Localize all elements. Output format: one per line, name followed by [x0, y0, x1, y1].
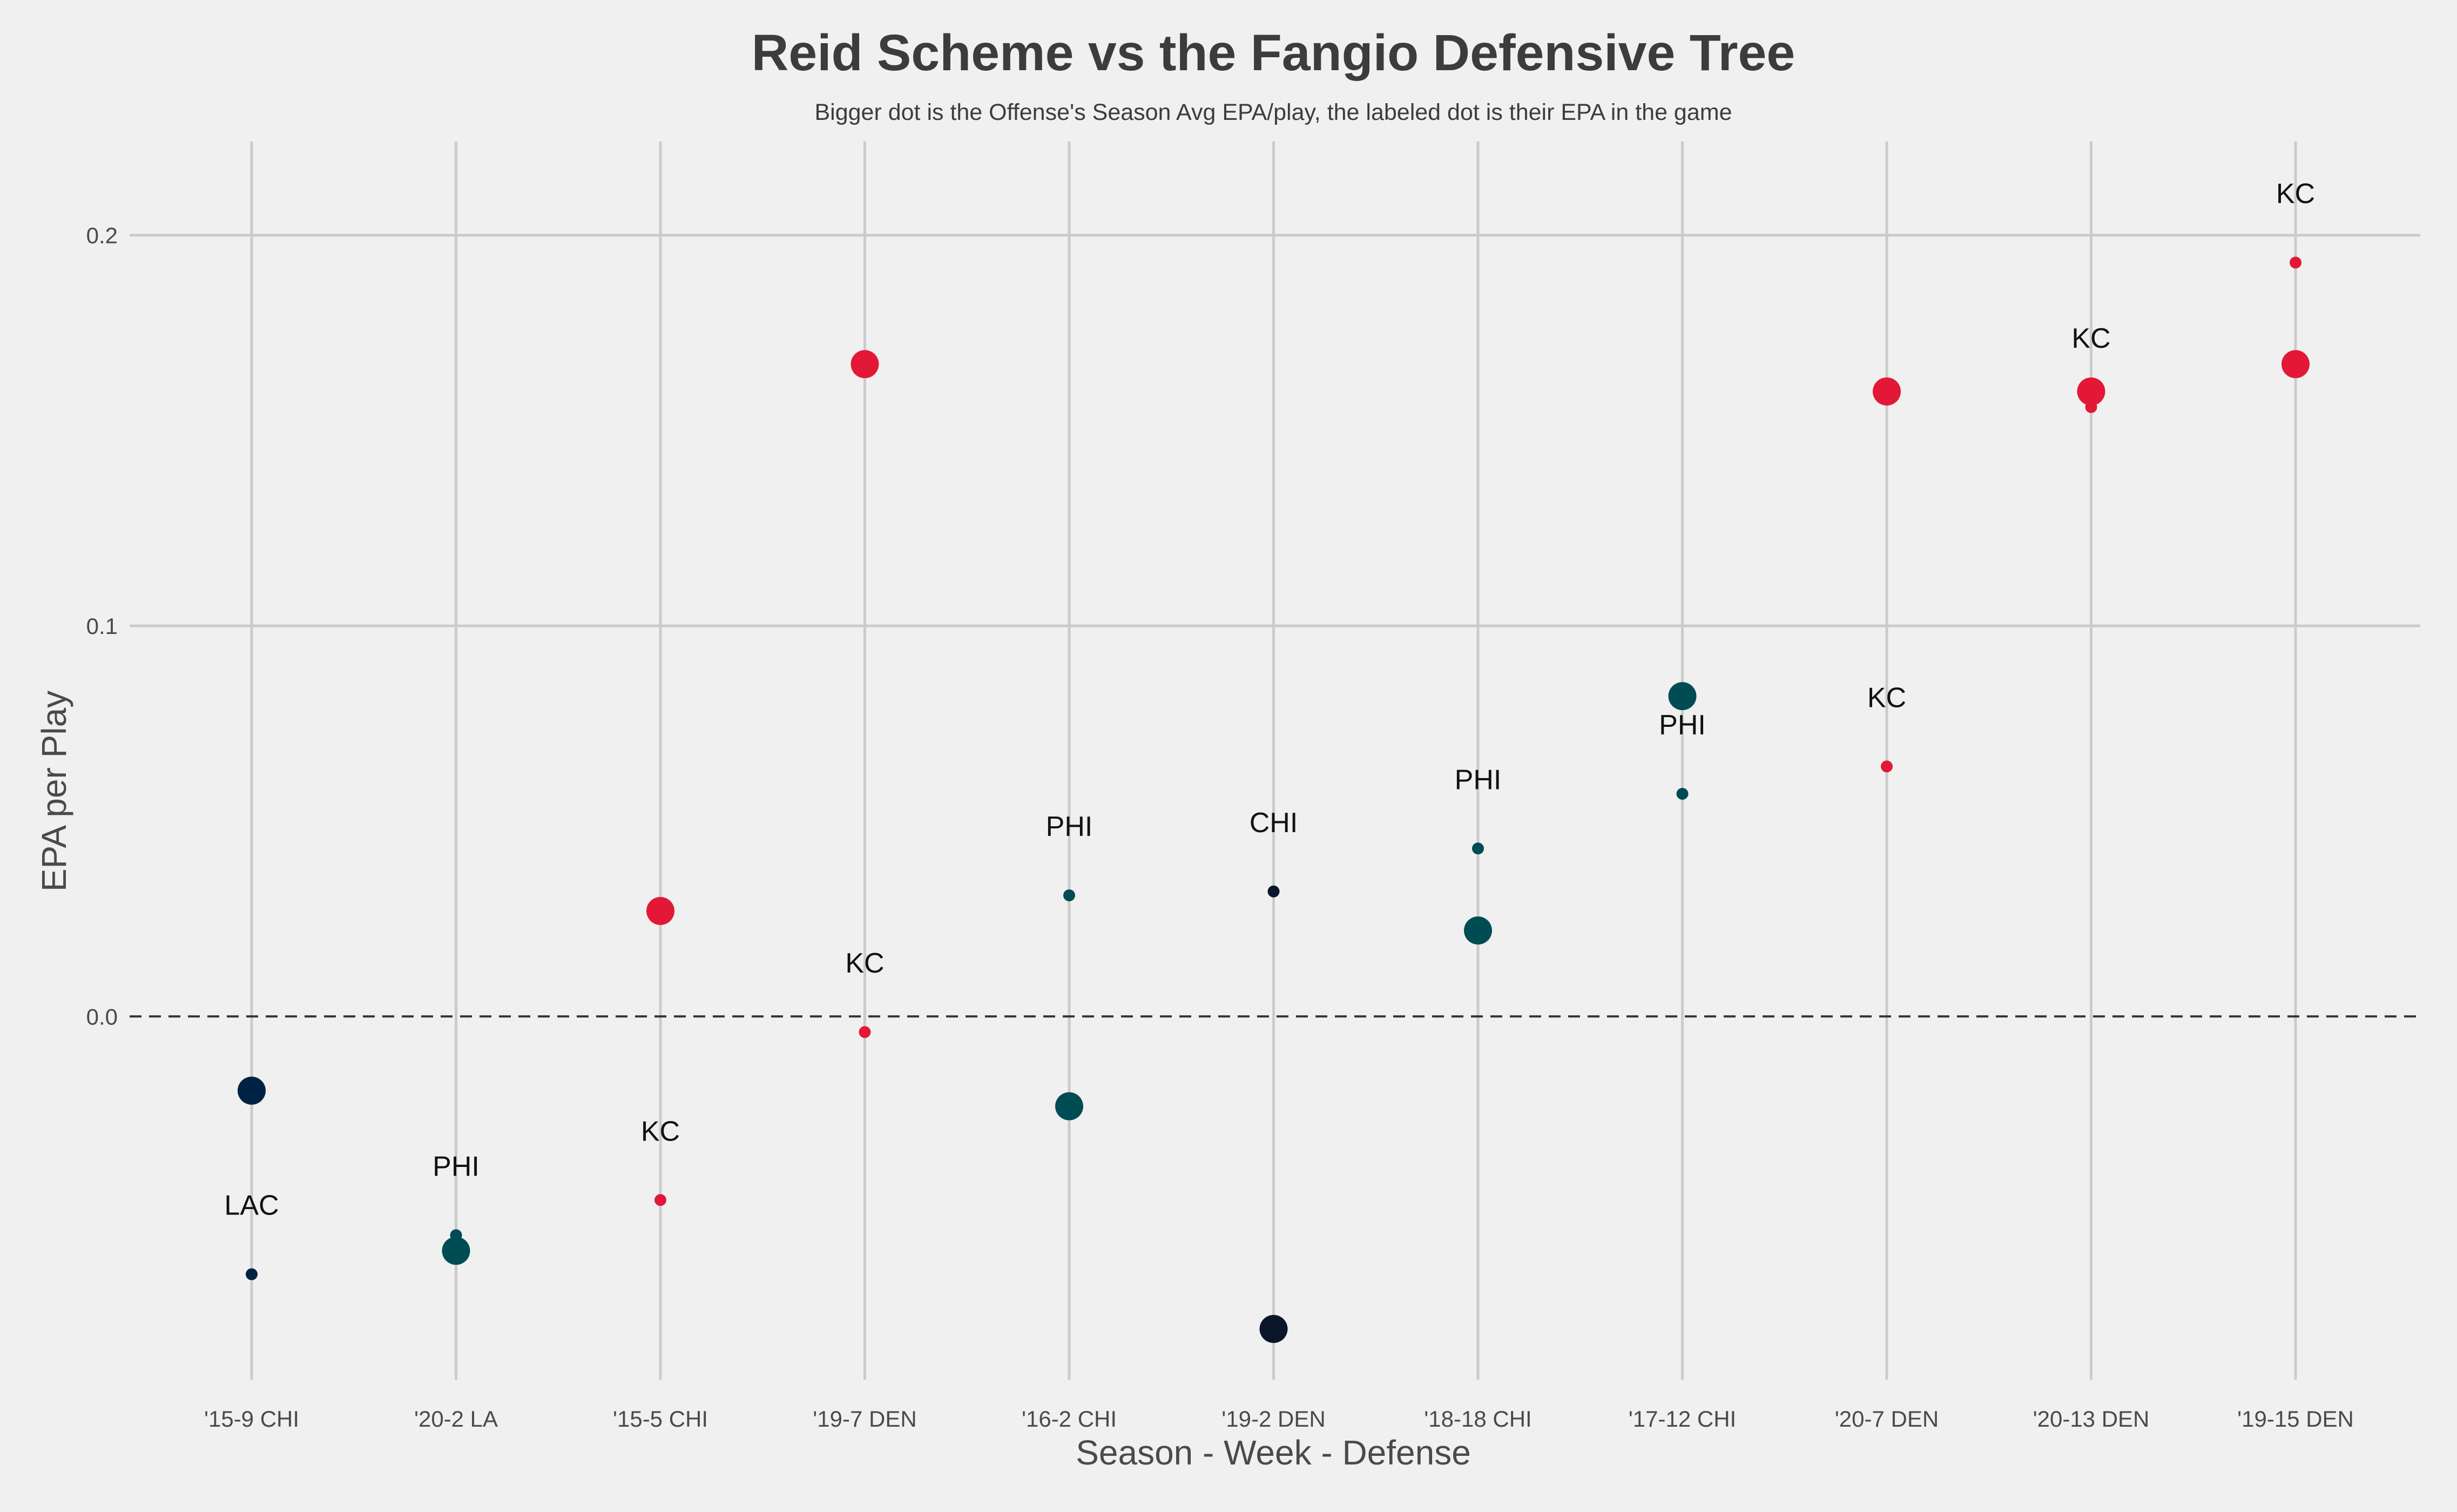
y-tick-label: 0.2: [86, 223, 118, 248]
data-points: [238, 256, 2310, 1343]
season-avg-dot: [2282, 350, 2310, 379]
point-label: KC: [845, 948, 884, 979]
game-epa-dot: [2290, 256, 2301, 269]
game-epa-dot: [1472, 842, 1484, 855]
season-avg-dot: [1668, 682, 1697, 711]
point-label: KC: [641, 1116, 680, 1147]
point-label: CHI: [1250, 807, 1298, 839]
x-tick-label: '20-7 DEN: [1835, 1406, 1939, 1432]
x-tick-label: '19-15 DEN: [2237, 1406, 2354, 1432]
x-tick-label: '15-5 CHI: [613, 1406, 708, 1432]
game-epa-dot: [2085, 401, 2097, 413]
point-label: LAC: [224, 1190, 279, 1221]
season-avg-dot: [1464, 916, 1492, 945]
point-label: KC: [1867, 682, 1906, 713]
season-avg-dot: [238, 1076, 266, 1105]
game-epa-dot: [1676, 787, 1689, 800]
y-axis-title: EPA per Play: [35, 691, 73, 892]
x-tick-label: '20-2 LA: [414, 1406, 498, 1432]
season-avg-dot: [1055, 1092, 1083, 1120]
season-avg-dot: [442, 1237, 470, 1265]
x-tick-label: '19-7 DEN: [813, 1406, 916, 1432]
grid: [130, 141, 2420, 1380]
y-tick-label: 0.1: [86, 613, 118, 639]
x-axis-title: Season - Week - Defense: [1076, 1433, 1471, 1472]
x-tick-label: '17-12 CHI: [1629, 1406, 1736, 1432]
x-tick-label: '15-9 CHI: [204, 1406, 299, 1432]
season-avg-dot: [850, 350, 879, 379]
point-label: PHI: [433, 1151, 480, 1182]
season-avg-dot: [2077, 377, 2105, 406]
point-label: KC: [2071, 323, 2110, 354]
season-avg-dot: [1259, 1314, 1288, 1343]
x-tick-label: '20-13 DEN: [2033, 1406, 2150, 1432]
game-epa-dot: [654, 1194, 666, 1206]
point-label: PHI: [1659, 710, 1706, 741]
x-tick-label: '19-2 DEN: [1221, 1406, 1325, 1432]
game-epa-dot: [1881, 760, 1893, 773]
x-tick-label: '16-2 CHI: [1022, 1406, 1117, 1432]
game-epa-dot: [1267, 885, 1280, 897]
y-axis-ticks: 0.0 0.1 0.2: [86, 223, 118, 1030]
game-epa-dot: [1063, 889, 1075, 902]
game-epa-dot: [450, 1229, 462, 1241]
season-avg-dot: [1873, 377, 1901, 406]
point-label: PHI: [1455, 764, 1502, 795]
game-epa-dot: [246, 1268, 258, 1280]
x-axis-ticks: '15-9 CHI '20-2 LA '15-5 CHI '19-7 DEN '16-2…: [204, 1406, 2354, 1432]
point-labels: LAC PHI KC KC PHI CHI PHI PHI KC KC KC: [224, 178, 2315, 1221]
point-label: PHI: [1046, 811, 1093, 842]
y-tick-label: 0.0: [86, 1004, 118, 1029]
chart-title: Reid Scheme vs the Fangio Defensive Tree: [752, 24, 1795, 82]
season-avg-dot: [646, 896, 674, 925]
x-tick-label: '18-18 CHI: [1424, 1406, 1531, 1432]
game-epa-dot: [859, 1026, 871, 1038]
chart-subtitle: Bigger dot is the Offense's Season Avg E…: [814, 99, 1732, 125]
point-label: KC: [2276, 178, 2315, 210]
